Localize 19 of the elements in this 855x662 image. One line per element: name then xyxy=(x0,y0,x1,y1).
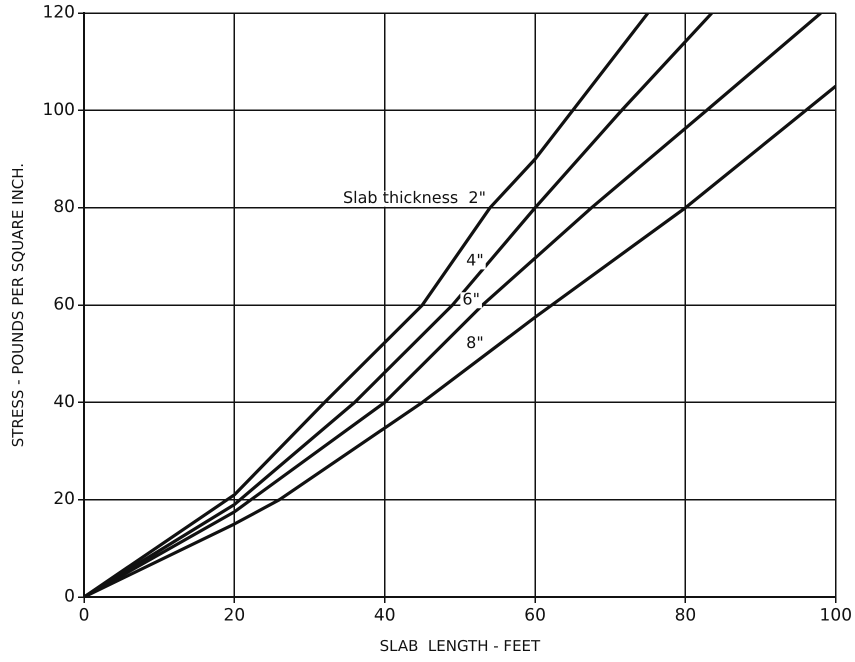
x-tick-label: 80 xyxy=(674,606,696,626)
x-tick-label: 60 xyxy=(524,606,546,626)
y-axis-title: STRESS - POUNDS PER SQUARE INCH. xyxy=(8,162,27,448)
x-tick-label: 40 xyxy=(374,606,396,626)
y-tick-label: 120 xyxy=(42,2,75,23)
x-axis-title: SLAB LENGTH - FEET xyxy=(380,636,542,655)
annotation: 6" xyxy=(462,289,480,308)
y-tick-label: 80 xyxy=(53,197,75,218)
y-tick-label: 40 xyxy=(53,392,75,412)
y-tick-label: 100 xyxy=(42,100,75,120)
annotation: 8" xyxy=(466,333,484,352)
annotation: Slab thickness 2" xyxy=(343,188,486,207)
y-tick-label: 20 xyxy=(53,489,75,510)
annotation: 4" xyxy=(466,250,484,270)
x-tick-label: 0 xyxy=(78,606,90,626)
x-tick-label: 20 xyxy=(224,606,246,626)
y-tick-label: 0 xyxy=(64,586,75,606)
y-tick-label: 60 xyxy=(53,294,75,315)
x-tick-label: 100 xyxy=(820,606,852,626)
